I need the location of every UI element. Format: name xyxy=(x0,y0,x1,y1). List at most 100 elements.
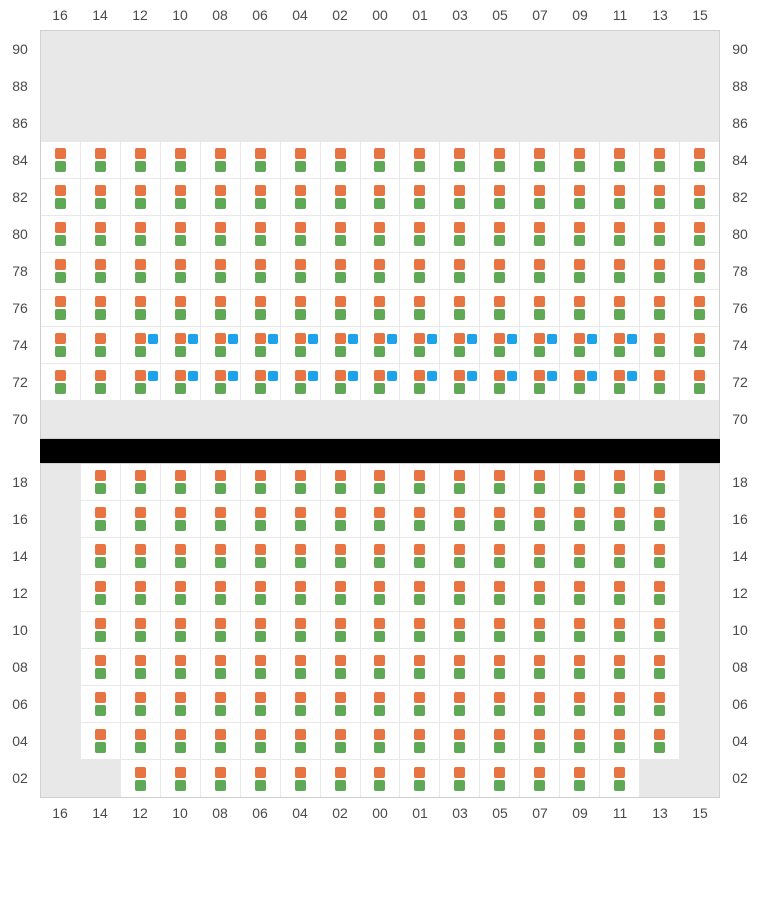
seat-cell[interactable] xyxy=(440,760,480,797)
seat-cell[interactable] xyxy=(161,290,201,326)
seat-cell[interactable] xyxy=(281,501,321,537)
seat-cell[interactable] xyxy=(400,179,440,215)
seat-cell[interactable] xyxy=(81,290,121,326)
seat-cell[interactable] xyxy=(161,364,201,400)
seat-cell[interactable] xyxy=(241,290,281,326)
seat-cell[interactable] xyxy=(400,612,440,648)
seat-cell[interactable] xyxy=(600,612,640,648)
seat-cell[interactable] xyxy=(680,290,719,326)
seat-cell[interactable] xyxy=(201,290,241,326)
seat-cell[interactable] xyxy=(121,253,161,289)
seat-cell[interactable] xyxy=(480,327,520,363)
seat-cell[interactable] xyxy=(440,253,480,289)
seat-cell[interactable] xyxy=(81,501,121,537)
seat-cell[interactable] xyxy=(361,723,401,759)
seat-cell[interactable] xyxy=(81,327,121,363)
seat-cell[interactable] xyxy=(520,760,560,797)
seat-cell[interactable] xyxy=(480,216,520,252)
seat-cell[interactable] xyxy=(400,538,440,574)
seat-cell[interactable] xyxy=(600,464,640,500)
seat-cell[interactable] xyxy=(121,327,161,363)
seat-cell[interactable] xyxy=(440,216,480,252)
seat-cell[interactable] xyxy=(81,649,121,685)
seat-cell[interactable] xyxy=(321,253,361,289)
seat-cell[interactable] xyxy=(361,327,401,363)
seat-cell[interactable] xyxy=(520,649,560,685)
seat-cell[interactable] xyxy=(321,179,361,215)
seat-cell[interactable] xyxy=(640,464,680,500)
seat-cell[interactable] xyxy=(600,686,640,722)
seat-cell[interactable] xyxy=(400,142,440,178)
seat-cell[interactable] xyxy=(281,612,321,648)
seat-cell[interactable] xyxy=(480,612,520,648)
seat-cell[interactable] xyxy=(241,760,281,797)
seat-cell[interactable] xyxy=(480,253,520,289)
seat-cell[interactable] xyxy=(241,575,281,611)
seat-cell[interactable] xyxy=(640,649,680,685)
seat-cell[interactable] xyxy=(201,253,241,289)
seat-cell[interactable] xyxy=(81,575,121,611)
seat-cell[interactable] xyxy=(560,649,600,685)
seat-cell[interactable] xyxy=(41,142,81,178)
seat-cell[interactable] xyxy=(560,142,600,178)
seat-cell[interactable] xyxy=(520,142,560,178)
seat-cell[interactable] xyxy=(201,723,241,759)
seat-cell[interactable] xyxy=(81,364,121,400)
seat-cell[interactable] xyxy=(321,364,361,400)
seat-cell[interactable] xyxy=(440,501,480,537)
seat-cell[interactable] xyxy=(440,290,480,326)
seat-cell[interactable] xyxy=(161,464,201,500)
seat-cell[interactable] xyxy=(440,723,480,759)
seat-cell[interactable] xyxy=(201,760,241,797)
seat-cell[interactable] xyxy=(600,179,640,215)
seat-cell[interactable] xyxy=(321,464,361,500)
seat-cell[interactable] xyxy=(520,612,560,648)
seat-cell[interactable] xyxy=(520,464,560,500)
seat-cell[interactable] xyxy=(321,327,361,363)
seat-cell[interactable] xyxy=(440,142,480,178)
seat-cell[interactable] xyxy=(121,179,161,215)
seat-cell[interactable] xyxy=(600,575,640,611)
seat-cell[interactable] xyxy=(281,649,321,685)
seat-cell[interactable] xyxy=(480,364,520,400)
seat-cell[interactable] xyxy=(41,327,81,363)
seat-cell[interactable] xyxy=(640,216,680,252)
seat-cell[interactable] xyxy=(281,538,321,574)
seat-cell[interactable] xyxy=(241,179,281,215)
seat-cell[interactable] xyxy=(161,216,201,252)
seat-cell[interactable] xyxy=(241,686,281,722)
seat-cell[interactable] xyxy=(281,179,321,215)
seat-cell[interactable] xyxy=(81,464,121,500)
seat-cell[interactable] xyxy=(560,723,600,759)
seat-cell[interactable] xyxy=(41,216,81,252)
seat-cell[interactable] xyxy=(640,327,680,363)
seat-cell[interactable] xyxy=(321,142,361,178)
seat-cell[interactable] xyxy=(400,290,440,326)
seat-cell[interactable] xyxy=(281,364,321,400)
seat-cell[interactable] xyxy=(121,612,161,648)
seat-cell[interactable] xyxy=(241,216,281,252)
seat-cell[interactable] xyxy=(81,179,121,215)
seat-cell[interactable] xyxy=(400,216,440,252)
seat-cell[interactable] xyxy=(520,327,560,363)
seat-cell[interactable] xyxy=(281,327,321,363)
seat-cell[interactable] xyxy=(241,723,281,759)
seat-cell[interactable] xyxy=(480,142,520,178)
seat-cell[interactable] xyxy=(640,290,680,326)
seat-cell[interactable] xyxy=(361,464,401,500)
seat-cell[interactable] xyxy=(440,538,480,574)
seat-cell[interactable] xyxy=(241,538,281,574)
seat-cell[interactable] xyxy=(400,464,440,500)
seat-cell[interactable] xyxy=(201,327,241,363)
seat-cell[interactable] xyxy=(400,327,440,363)
seat-cell[interactable] xyxy=(560,575,600,611)
seat-cell[interactable] xyxy=(520,253,560,289)
seat-cell[interactable] xyxy=(440,464,480,500)
seat-cell[interactable] xyxy=(640,142,680,178)
seat-cell[interactable] xyxy=(81,216,121,252)
seat-cell[interactable] xyxy=(281,723,321,759)
seat-cell[interactable] xyxy=(400,686,440,722)
seat-cell[interactable] xyxy=(600,364,640,400)
seat-cell[interactable] xyxy=(41,364,81,400)
seat-cell[interactable] xyxy=(81,142,121,178)
